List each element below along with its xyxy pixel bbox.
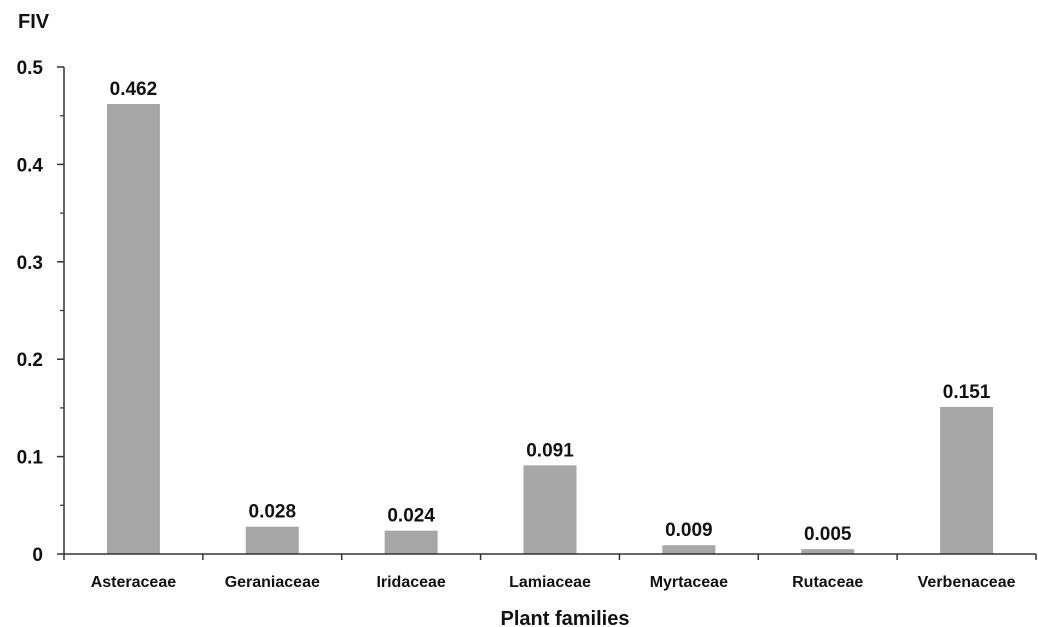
x-tick-label: Iridaceae [376,574,445,591]
bar-asteraceae [106,104,160,555]
data-label: 0.091 [526,440,574,461]
y-tick-label: 0.3 [17,253,43,274]
y-tick-label: 0.2 [17,350,43,371]
data-label: 0.462 [110,79,158,100]
y-tick-label: 0 [32,545,43,566]
x-tick-label: Verbenaceae [918,574,1016,591]
bar-geraniaceae [245,526,299,554]
x-tick-label: Geraniaceae [225,574,320,591]
data-label: 0.009 [665,520,713,541]
data-label: 0.005 [804,524,852,545]
bar-myrtaceae [662,545,716,554]
x-tick-label: Myrtaceae [650,574,728,591]
data-label: 0.028 [249,502,297,523]
y-tick-label: 0.5 [17,58,44,79]
bar-lamiaceae [523,465,577,554]
bar-verbenaceae [940,406,994,554]
y-axis: 0 0.1 0.2 0.3 0.4 0.5 [17,58,65,566]
y-tick-label: 0.1 [17,448,44,469]
y-axis-title: FIV [18,11,50,33]
y-tick-label: 0.4 [17,155,44,176]
bar-rutaceae [801,549,855,554]
bars-group: 0.462 0.028 0.024 0.091 0.009 0.005 0.151 [106,79,994,555]
x-tick-label: Lamiaceae [509,574,591,591]
data-label: 0.151 [943,382,991,403]
x-axis: Asteraceae Geraniaceae Iridaceae Lamiaceae M… [63,553,1037,591]
bar-iridaceae [384,530,438,554]
x-axis-title: Plant families [501,608,630,627]
x-tick-label: Asteraceae [91,574,177,591]
x-tick-label: Rutaceae [792,574,863,591]
data-label: 0.024 [387,506,435,527]
